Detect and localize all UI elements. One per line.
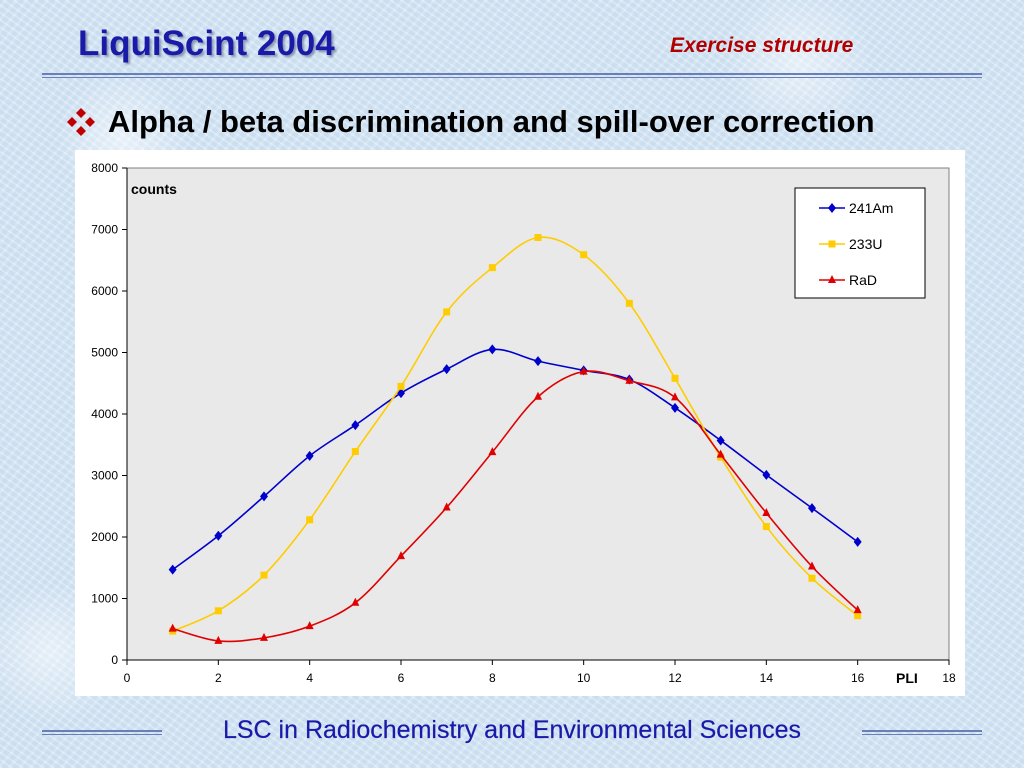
x-tick-label: 16 [851,671,865,685]
series-RaD [168,366,862,644]
y-axis-label: counts [131,181,177,197]
data-point [671,402,679,413]
data-point [351,448,359,456]
y-tick-label: 8000 [91,161,118,175]
slide-title: LiquiScint 2004 [78,24,335,63]
data-point [397,551,405,560]
legend-swatch-marker [828,240,836,248]
data-point [671,392,679,401]
data-point [716,449,725,458]
data-point [580,251,588,259]
legend-item: 233U [819,236,882,252]
footer-text: LSC in Radiochemistry and Environmental … [222,716,802,744]
legend-label: 233U [849,236,882,252]
data-point [808,561,816,570]
series-line [172,370,859,643]
x-axis-label: PLI [896,670,918,686]
x-tick-label: 14 [760,671,774,685]
x-tick-label: 18 [942,671,956,685]
data-point [214,530,223,541]
slide-subtitle: Exercise structure [670,34,854,57]
legend: 241Am 233U RaD [794,187,926,299]
line-chart: 0 1000 2000 3000 4000 5000 6000 7000 8000 0 2 4 6 8 10… [91,161,956,686]
legend-label: 241Am [849,200,893,216]
header-divider [42,73,982,78]
data-point [351,597,360,606]
x-tick-label: 10 [577,671,591,685]
legend-box [794,187,926,299]
data-point [488,447,497,456]
diamond-bullet-icon [67,108,95,136]
y-tick-label: 6000 [91,284,118,298]
y-tick-label: 1000 [91,592,118,606]
legend-label: RaD [849,272,877,288]
x-tick-label: 8 [489,671,496,685]
data-point [443,308,451,316]
x-tick-label: 6 [398,671,405,685]
series-233U [169,233,862,635]
heading-text: Alpha / beta discrimination and spill-ov… [108,104,875,139]
data-point [853,536,862,547]
data-point [579,366,588,375]
data-point [625,299,633,307]
data-point [488,264,496,272]
data-point [853,605,862,614]
data-point [671,374,679,382]
data-point [716,435,725,446]
legend-item: RaD [819,272,877,288]
data-point [534,391,542,400]
series-line [172,236,859,632]
data-point [808,574,816,582]
data-point [488,344,497,355]
y-tick-label: 7000 [91,223,118,237]
data-point [214,635,223,644]
data-point [305,450,314,461]
bullet-heading: Alpha / beta discrimination and spill-ov… [64,104,875,140]
data-point [534,233,542,241]
data-point [442,502,451,511]
data-point [625,375,634,384]
data-point [260,632,268,641]
data-point [168,564,177,575]
x-tick-label: 2 [215,671,222,685]
data-point [397,382,405,390]
data-point [762,469,771,480]
data-point [854,612,862,620]
footer-divider-right [862,730,982,735]
y-tick-label: 0 [111,653,118,667]
legend-swatch-marker [828,203,836,213]
y-tick-label: 3000 [91,469,118,483]
x-tick-label: 4 [306,671,313,685]
axes: 0 1000 2000 3000 4000 5000 6000 7000 8000 0 2 4 6 8 10… [91,161,956,685]
data-point [534,356,542,367]
footer-divider-left [42,730,162,735]
x-tick-label: 12 [668,671,682,685]
series-layer [168,233,862,644]
y-tick-label: 4000 [91,407,118,421]
data-point [351,420,360,431]
legend-item: 241Am [819,200,893,216]
chart-area: 0 1000 2000 3000 4000 5000 6000 7000 8000 0 2 4 6 8 10… [75,150,965,696]
x-tick-label: 0 [124,671,131,685]
data-point [762,523,770,531]
data-point [442,364,451,375]
data-point [305,621,314,630]
y-tick-label: 5000 [91,346,118,360]
data-point [306,516,314,524]
y-tick-label: 2000 [91,530,118,544]
data-point [762,508,771,517]
legend-swatch-marker [828,275,836,283]
data-point [214,607,222,615]
data-point [168,623,177,632]
data-point [808,503,816,514]
data-point [260,571,268,579]
data-point [260,491,268,502]
series-line [172,348,859,571]
